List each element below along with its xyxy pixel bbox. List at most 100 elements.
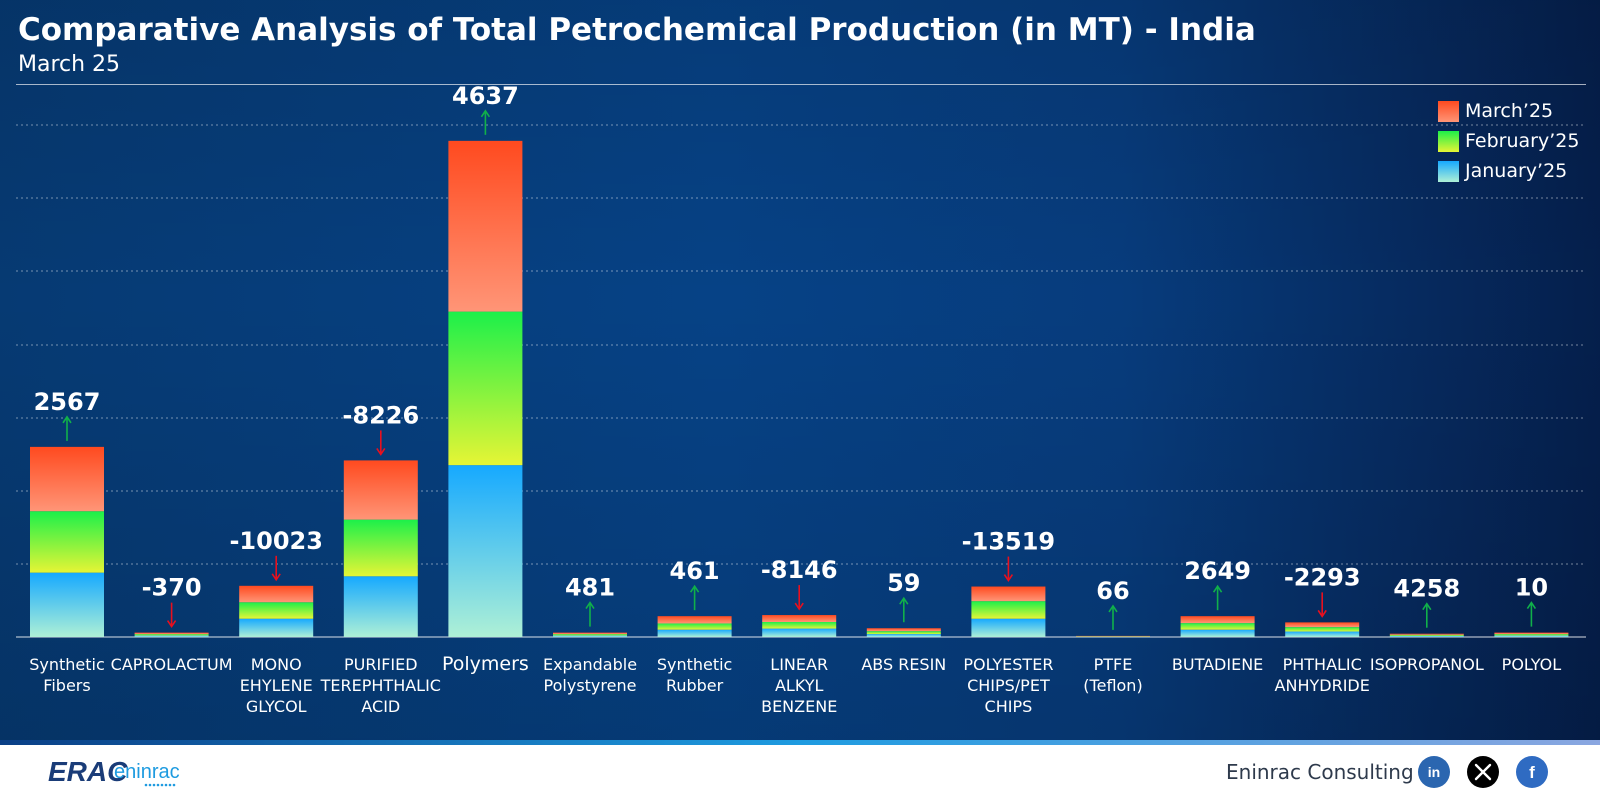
chart-panel: Comparative Analysis of Total Petrochemi… [0,0,1600,740]
bar-segment-january [1076,636,1150,638]
down-arrow-icon [166,602,177,629]
bottom-accent-strip [0,740,1600,745]
linkedin-icon[interactable]: in [1418,756,1450,788]
bar-segment-march [553,632,627,635]
value-label: 2567 [34,388,101,416]
category-label: MONO EHYLENE GLYCOL [240,655,313,716]
svg-text:ERAC: ERAC [48,756,128,787]
bar-segment-january [971,618,1046,637]
bar-segment-march [657,616,732,624]
value-label: 66 [1096,577,1129,605]
bar-segment-january [1389,635,1464,637]
category-label: PHTHALIC ANHYDRIDE [1275,655,1370,695]
bar-segment-march [762,615,837,623]
category-label: Polymers [442,653,529,675]
bar-segment-january [1285,631,1360,637]
bar-segment-march [239,585,314,603]
svg-text:in: in [1428,764,1440,780]
category-label: PTFE (Teflon) [1083,655,1142,695]
value-label: 461 [670,557,720,585]
legend-label: January’25 [1465,160,1568,182]
bar-segment-february [866,631,941,635]
category-label: Synthetic Rubber [657,655,733,695]
bar-segment-january [30,572,104,637]
bar-segment-february [971,601,1046,619]
bar-segment-january [866,634,941,637]
bar-segment-january [239,618,314,637]
legend-item: February’25 [1438,126,1598,156]
bar-segment-march [971,586,1046,602]
legend-swatch [1438,130,1459,152]
legend: March’25 February’25 January’25 [1438,96,1598,186]
category-label: PURIFIED TEREPHTHALIC ACID [320,655,441,716]
x-icon[interactable] [1467,756,1499,788]
facebook-icon[interactable]: f [1516,756,1548,788]
bar-segment-january [762,628,837,637]
up-arrow-icon [480,109,491,135]
legend-swatch [1438,100,1459,122]
down-arrow-icon [1003,556,1014,582]
svg-text:f: f [1529,763,1535,782]
bar-segment-march [1180,616,1255,624]
legend-swatch [1438,160,1459,182]
category-labels: Synthetic Fibers CAPROLACTUM MONO EHYLENE GLY… [29,653,1561,716]
up-arrow-icon [689,584,700,611]
bar-segment-january [343,576,418,637]
bar-segment-january [134,635,209,637]
chart-title: Comparative Analysis of Total Petrochemi… [18,12,1256,48]
bar-segment-february [762,622,837,629]
down-arrow-icon [794,585,804,611]
bar-segment-march [30,446,104,512]
value-label: 481 [565,574,615,602]
value-label: 4637 [452,82,519,110]
up-arrow-icon [1526,601,1537,627]
legend-item: January’25 [1438,156,1598,186]
up-arrow-icon [62,415,72,441]
up-arrow-icon [1422,602,1432,628]
bar-segment-january [553,635,627,637]
eninrac-logo: ERAC eninrac [48,756,180,787]
bar-segment-march [866,628,941,632]
value-label: -370 [142,574,202,602]
bar-segment-february [553,634,627,636]
value-labels: 2567 -370 -10023 -8226 4637 481 461 -8146 59 -135… [34,82,1548,630]
bar-segment-february [343,519,418,577]
legend-label: February’25 [1465,130,1580,152]
title-divider [16,84,1586,85]
bar-segment-february [1494,634,1569,636]
value-label: -13519 [962,528,1055,556]
category-label: POLYESTER CHIPS/PET CHIPS [963,655,1053,716]
bar-segment-february [1285,627,1360,632]
bar-segment-february [1180,623,1255,630]
svg-text:eninrac: eninrac [114,761,180,783]
up-arrow-icon [1108,604,1118,630]
value-label: 4258 [1393,575,1460,603]
value-label: 10 [1515,574,1548,602]
category-label: CAPROLACTUM [111,655,233,674]
bar-segment-january [1180,629,1255,637]
down-arrow-icon [1317,592,1327,618]
bar-segment-january [1494,635,1569,637]
bar-segment-march [1494,632,1569,635]
bar-segment-march [343,460,418,520]
footer: ERAC eninrac Eninrac Consulting in f [0,745,1600,800]
category-label: LINEAR ALKYL BENZENE [761,655,837,716]
bar-segment-march [448,140,523,312]
legend-label: March’25 [1465,100,1554,122]
bar-segment-march [134,632,209,635]
bar-segment-february [134,634,209,636]
bar-segment-february [1389,634,1464,636]
value-label: -2293 [1284,563,1361,591]
down-arrow-icon [271,555,281,582]
category-label: ISOPROPANOL [1370,655,1484,674]
bar-segment-january [657,629,732,637]
down-arrow-icon [376,430,386,456]
up-arrow-icon [1212,584,1223,611]
category-label: POLYOL [1502,655,1562,674]
bar-segment-march [1076,635,1150,637]
bar-segment-february [30,511,104,573]
value-label: -10023 [229,527,322,555]
up-arrow-icon [585,601,595,627]
category-label: BUTADIENE [1172,655,1263,674]
bar-segment-february [657,623,732,630]
